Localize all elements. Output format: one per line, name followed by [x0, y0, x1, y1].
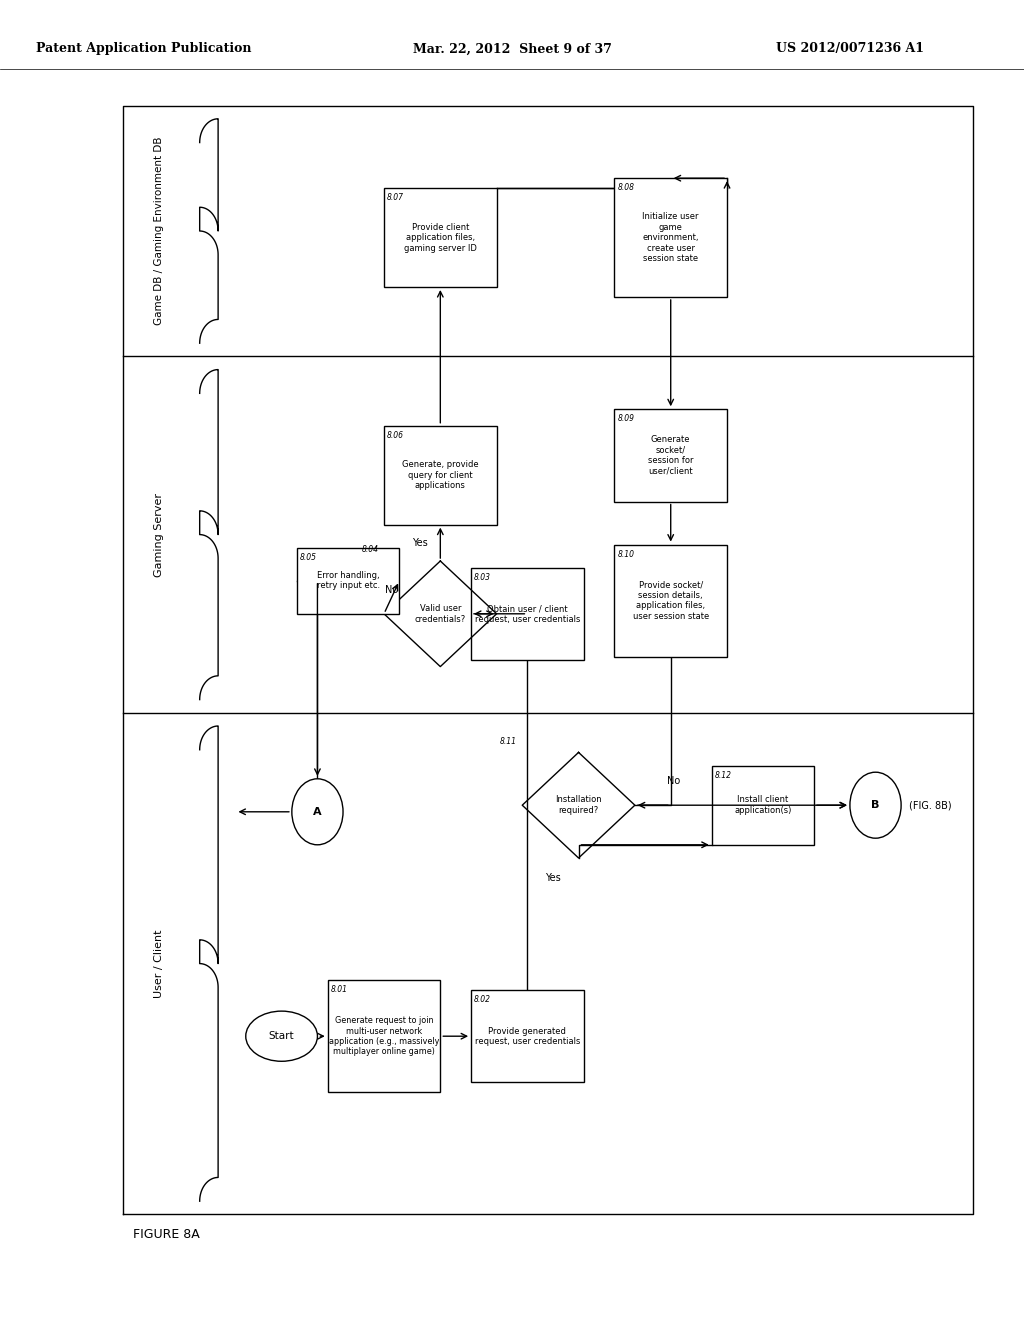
Text: Installation
required?: Installation required? [555, 796, 602, 814]
Text: 8.12: 8.12 [715, 771, 732, 780]
Text: US 2012/0071236 A1: US 2012/0071236 A1 [776, 42, 924, 55]
Text: Provide socket/
session details,
application files,
user session state: Provide socket/ session details, applica… [633, 581, 709, 620]
FancyBboxPatch shape [471, 990, 584, 1082]
Polygon shape [384, 561, 497, 667]
Text: 8.02: 8.02 [474, 995, 492, 1005]
Text: Generate, provide
query for client
applications: Generate, provide query for client appli… [402, 461, 478, 490]
Text: Yes: Yes [412, 537, 428, 548]
Text: FIGURE 8A: FIGURE 8A [133, 1228, 200, 1241]
Text: No: No [385, 585, 398, 595]
Text: 8.07: 8.07 [387, 194, 404, 202]
Text: 8.11: 8.11 [500, 737, 517, 746]
Text: Gaming Server: Gaming Server [154, 492, 164, 577]
Text: Yes: Yes [545, 873, 561, 883]
Text: Generate request to join
multi-user network
application (e.g., massively
multipl: Generate request to join multi-user netw… [329, 1016, 439, 1056]
Text: Provide client
application files,
gaming server ID: Provide client application files, gaming… [403, 223, 477, 252]
Circle shape [850, 772, 901, 838]
Text: 8.10: 8.10 [617, 549, 635, 558]
FancyBboxPatch shape [471, 568, 584, 660]
Text: 8.03: 8.03 [474, 573, 492, 582]
Ellipse shape [246, 1011, 317, 1061]
FancyBboxPatch shape [297, 548, 399, 614]
Text: A: A [313, 807, 322, 817]
Text: Obtain user / client
request, user credentials: Obtain user / client request, user crede… [475, 605, 580, 623]
FancyBboxPatch shape [614, 409, 727, 502]
FancyBboxPatch shape [712, 766, 814, 845]
Text: Game DB / Gaming Environment DB: Game DB / Gaming Environment DB [154, 137, 164, 325]
Text: Generate
socket/
session for
user/client: Generate socket/ session for user/client [648, 436, 693, 475]
Text: Start: Start [268, 1031, 295, 1041]
Text: Install client
application(s): Install client application(s) [734, 796, 792, 814]
Text: Mar. 22, 2012  Sheet 9 of 37: Mar. 22, 2012 Sheet 9 of 37 [413, 42, 611, 55]
Text: (FIG. 8B): (FIG. 8B) [909, 800, 952, 810]
FancyBboxPatch shape [614, 544, 727, 656]
Text: Initialize user
game
environment,
create user
session state: Initialize user game environment, create… [642, 213, 699, 263]
Polygon shape [522, 752, 635, 858]
Text: 8.09: 8.09 [617, 414, 635, 424]
Text: B: B [871, 800, 880, 810]
Text: 8.06: 8.06 [387, 430, 404, 440]
Text: User / Client: User / Client [154, 929, 164, 998]
Text: 8.01: 8.01 [331, 985, 348, 994]
Text: Provide generated
request, user credentials: Provide generated request, user credenti… [475, 1027, 580, 1045]
Text: Patent Application Publication: Patent Application Publication [36, 42, 251, 55]
Circle shape [292, 779, 343, 845]
Text: 8.08: 8.08 [617, 183, 635, 193]
Text: Valid user
credentials?: Valid user credentials? [415, 605, 466, 623]
Text: Error handling,
retry input etc.: Error handling, retry input etc. [316, 572, 380, 590]
Text: No: No [667, 776, 680, 787]
FancyBboxPatch shape [328, 979, 440, 1093]
FancyBboxPatch shape [614, 178, 727, 297]
FancyBboxPatch shape [384, 189, 497, 288]
Text: 8.05: 8.05 [300, 553, 317, 562]
FancyBboxPatch shape [384, 425, 497, 524]
Text: 8.04: 8.04 [361, 545, 379, 554]
